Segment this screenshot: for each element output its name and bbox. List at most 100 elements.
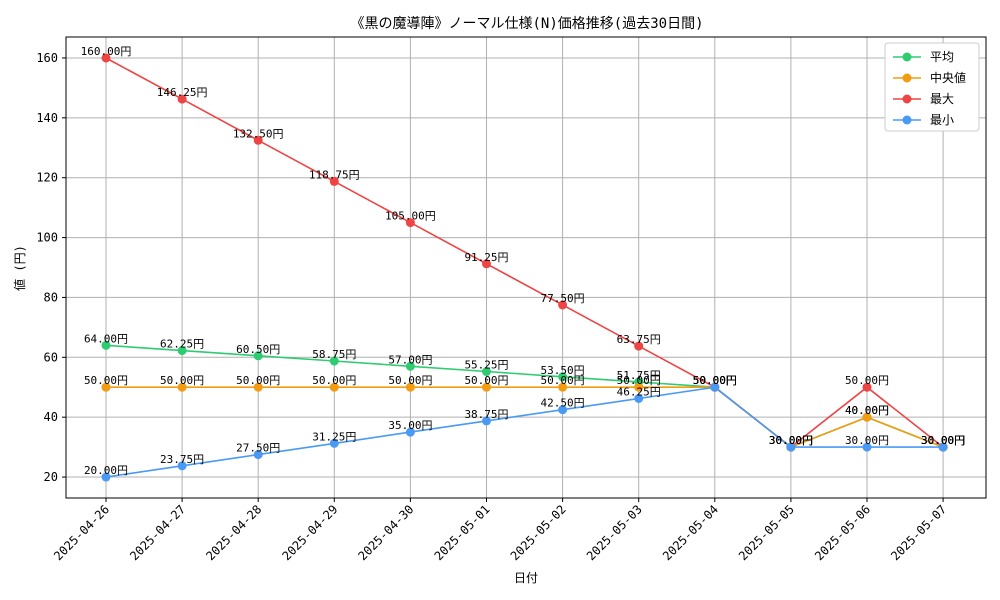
y-tick-label: 160 (36, 51, 58, 65)
data-point (405, 427, 415, 437)
data-label: 132.50円 (233, 127, 284, 140)
legend-box (884, 42, 980, 132)
data-label: 40.00円 (845, 404, 889, 417)
legend-marker (902, 94, 912, 104)
data-label: 50.00円 (693, 374, 737, 387)
data-label: 30.00円 (921, 434, 965, 447)
y-tick-label: 100 (36, 231, 58, 245)
data-label: 91.25円 (464, 251, 508, 264)
plot-frame (65, 36, 987, 499)
data-point (634, 382, 644, 392)
data-label: 63.75円 (617, 333, 661, 346)
data-label: 30.00円 (769, 434, 813, 447)
data-label: 30.00円 (921, 434, 965, 447)
y-tick-label: 120 (36, 171, 58, 185)
data-label: 50.00円 (312, 374, 356, 387)
data-label: 50.00円 (84, 374, 128, 387)
series-line (105, 57, 944, 449)
y-tick-label: 20 (44, 470, 58, 484)
series-line (105, 386, 944, 478)
series-lines (105, 57, 944, 478)
data-label: 23.75円 (160, 453, 204, 466)
data-label: 50.00円 (693, 374, 737, 387)
data-label: 42.50円 (541, 397, 585, 410)
data-point (253, 351, 263, 361)
legend-label: 中央値 (930, 70, 966, 85)
data-point (558, 405, 568, 415)
series-line (105, 344, 944, 449)
data-label: 62.25円 (160, 338, 204, 351)
data-label: 64.00円 (84, 332, 128, 345)
x-tick-label: 2025-04-30 (356, 502, 417, 563)
data-label: 57.00円 (388, 353, 432, 366)
data-label: 77.50円 (541, 292, 585, 305)
legend-marker (902, 115, 912, 125)
data-label: 50.00円 (388, 374, 432, 387)
x-tick-label: 2025-04-26 (51, 502, 112, 563)
x-tick-label: 2025-05-03 (584, 502, 645, 563)
x-tick-label: 2025-04-29 (279, 502, 340, 563)
data-label: 30.00円 (845, 434, 889, 447)
data-point (101, 382, 111, 392)
data-point (558, 372, 568, 382)
legend-label: 最大 (930, 92, 954, 106)
x-tick-label: 2025-05-01 (432, 502, 493, 563)
data-point (101, 340, 111, 350)
data-point (482, 259, 491, 269)
data-point (177, 346, 187, 356)
x-tick-label: 2025-04-27 (127, 502, 188, 563)
data-point (938, 442, 948, 452)
data-point (482, 382, 491, 392)
y-axis-ticks: 20 40 60 80 100 120 140 160 (36, 51, 66, 484)
data-label: 30.00円 (921, 434, 965, 447)
data-label: 118.75円 (309, 168, 360, 181)
data-label: 30.00円 (769, 434, 813, 447)
grid (66, 37, 986, 498)
legend-marker (902, 52, 912, 62)
data-label: 50.00円 (845, 374, 889, 387)
data-point (558, 300, 568, 310)
x-axis-ticks: 2025-04-26 2025-04-27 2025-04-28 2025-04-29… (51, 498, 949, 563)
data-label: 50.00円 (236, 374, 280, 387)
y-tick-label: 140 (36, 111, 58, 125)
data-point (482, 367, 491, 377)
data-point (329, 176, 339, 186)
data-label: 50.00円 (693, 374, 737, 387)
data-point (405, 218, 415, 228)
data-point (405, 382, 415, 392)
y-tick-label: 40 (44, 410, 58, 424)
x-tick-label: 2025-05-06 (812, 502, 873, 563)
data-point (634, 393, 644, 403)
data-point (177, 461, 187, 471)
data-point (101, 53, 111, 63)
data-label: 40.00円 (845, 404, 889, 417)
chart-title: 《黒の魔導陣》ノーマル仕様(N)価格推移(過去30日間) (351, 16, 704, 32)
data-label: 30.00円 (921, 434, 965, 447)
x-axis-label: 日付 (514, 571, 538, 585)
data-label: 105.00円 (385, 210, 436, 223)
series-points (101, 53, 948, 482)
x-tick-label: 2025-04-28 (203, 502, 264, 563)
data-label: 50.00円 (464, 374, 508, 387)
data-label: 30.00円 (769, 434, 813, 447)
data-point (634, 341, 644, 351)
data-point (253, 382, 263, 392)
x-tick-label: 2025-05-04 (660, 502, 721, 563)
x-tick-label: 2025-05-07 (888, 502, 949, 563)
data-label: 38.75円 (464, 408, 508, 421)
data-label: 27.50円 (236, 442, 280, 455)
data-point (177, 382, 187, 392)
x-tick-label: 2025-05-02 (508, 502, 569, 563)
data-label: 53.50円 (541, 364, 585, 377)
data-point (329, 356, 339, 366)
data-point (862, 412, 872, 422)
data-point (177, 94, 187, 104)
data-point (253, 450, 263, 460)
y-axis-label: 値 (円) (12, 245, 27, 291)
y-tick-label: 80 (44, 290, 58, 304)
data-label: 50.00円 (541, 374, 585, 387)
data-label: 58.75円 (312, 348, 356, 361)
data-point (862, 442, 872, 452)
